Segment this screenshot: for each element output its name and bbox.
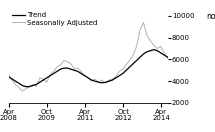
Seasonally Adjusted <box>21 90 24 92</box>
Seasonally Adjusted <box>163 52 166 54</box>
Trend <box>132 63 134 65</box>
Trend <box>35 84 38 85</box>
Trend <box>52 73 55 74</box>
Trend <box>70 68 72 70</box>
Seasonally Adjusted <box>139 29 141 31</box>
Seasonally Adjusted <box>128 60 131 61</box>
Trend <box>87 77 89 79</box>
Seasonally Adjusted <box>153 44 155 46</box>
Trend <box>108 80 110 82</box>
Seasonally Adjusted <box>66 61 69 62</box>
Trend <box>66 67 69 69</box>
Seasonally Adjusted <box>101 79 103 81</box>
Seasonally Adjusted <box>90 80 93 82</box>
Seasonally Adjusted <box>42 78 45 80</box>
Seasonally Adjusted <box>83 75 86 77</box>
Seasonally Adjusted <box>32 84 34 85</box>
Trend <box>59 68 62 70</box>
Trend <box>21 85 24 86</box>
Seasonally Adjusted <box>156 48 159 49</box>
Trend <box>28 86 31 87</box>
Seasonally Adjusted <box>166 58 169 59</box>
Seasonally Adjusted <box>63 60 65 61</box>
Line: Trend: Trend <box>9 50 168 87</box>
Seasonally Adjusted <box>160 46 162 47</box>
Trend <box>45 77 48 79</box>
Seasonally Adjusted <box>80 71 83 72</box>
Seasonally Adjusted <box>35 86 38 87</box>
Trend <box>32 85 34 86</box>
Trend <box>18 83 20 84</box>
Line: Seasonally Adjusted: Seasonally Adjusted <box>9 22 168 91</box>
Trend <box>139 56 141 58</box>
Seasonally Adjusted <box>87 77 89 79</box>
Trend <box>38 81 41 83</box>
Trend <box>14 80 17 82</box>
Trend <box>101 82 103 84</box>
Trend <box>149 50 152 51</box>
Seasonally Adjusted <box>146 35 148 36</box>
Seasonally Adjusted <box>52 71 55 72</box>
Trend <box>111 79 114 81</box>
Seasonally Adjusted <box>73 68 76 70</box>
Seasonally Adjusted <box>11 79 13 81</box>
Seasonally Adjusted <box>56 66 58 68</box>
Seasonally Adjusted <box>108 79 110 81</box>
Trend <box>63 67 65 69</box>
Trend <box>11 78 13 80</box>
Trend <box>83 75 86 77</box>
Trend <box>104 81 107 83</box>
Trend <box>73 69 76 71</box>
Seasonally Adjusted <box>59 64 62 66</box>
Trend <box>166 56 169 58</box>
Trend <box>7 76 10 78</box>
Seasonally Adjusted <box>45 81 48 83</box>
Seasonally Adjusted <box>14 84 17 85</box>
Trend <box>25 86 27 87</box>
Trend <box>77 71 79 72</box>
Trend <box>42 79 45 81</box>
Seasonally Adjusted <box>104 83 107 84</box>
Seasonally Adjusted <box>149 40 152 42</box>
Trend <box>125 69 127 71</box>
Trend <box>156 50 159 51</box>
Trend <box>94 80 96 82</box>
Trend <box>115 77 117 79</box>
Trend <box>146 51 148 53</box>
Trend <box>49 75 51 77</box>
Seasonally Adjusted <box>97 81 100 83</box>
Trend <box>118 75 121 77</box>
Trend <box>97 81 100 83</box>
Seasonally Adjusted <box>118 71 121 72</box>
Seasonally Adjusted <box>28 86 31 87</box>
Trend <box>160 52 162 54</box>
Seasonally Adjusted <box>77 67 79 69</box>
Seasonally Adjusted <box>111 78 114 80</box>
Seasonally Adjusted <box>38 77 41 79</box>
Seasonally Adjusted <box>135 46 138 47</box>
Trend <box>142 53 145 55</box>
Seasonally Adjusted <box>115 76 117 78</box>
Seasonally Adjusted <box>121 68 124 70</box>
Y-axis label: no.: no. <box>206 12 215 21</box>
Trend <box>153 49 155 50</box>
Trend <box>163 54 166 56</box>
Seasonally Adjusted <box>25 88 27 90</box>
Trend <box>128 66 131 68</box>
Seasonally Adjusted <box>18 87 20 88</box>
Trend <box>135 60 138 61</box>
Legend: Trend, Seasonally Adjusted: Trend, Seasonally Adjusted <box>12 12 98 26</box>
Seasonally Adjusted <box>49 74 51 76</box>
Trend <box>56 71 58 72</box>
Trend <box>121 73 124 74</box>
Seasonally Adjusted <box>94 78 96 80</box>
Seasonally Adjusted <box>132 54 134 56</box>
Seasonally Adjusted <box>70 63 72 65</box>
Trend <box>80 73 83 74</box>
Seasonally Adjusted <box>142 22 145 23</box>
Seasonally Adjusted <box>125 64 127 66</box>
Seasonally Adjusted <box>7 74 10 76</box>
Trend <box>90 79 93 81</box>
